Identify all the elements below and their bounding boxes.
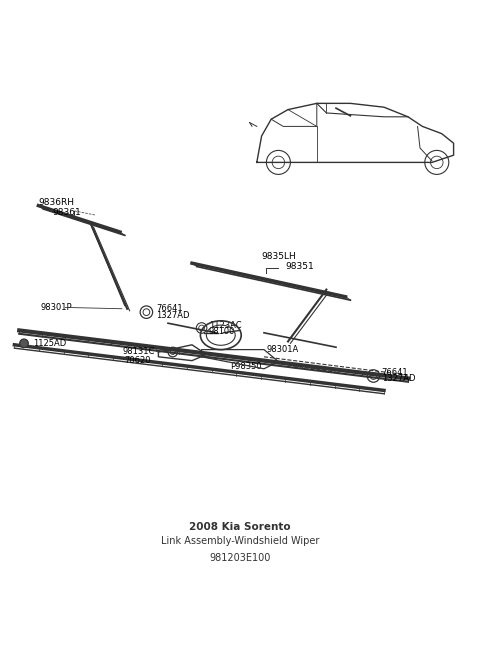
Text: 98301P: 98301P <box>41 303 72 312</box>
Text: 98131C: 98131C <box>122 348 155 356</box>
Text: 1125AD: 1125AD <box>33 339 66 348</box>
Text: 2008 Kia Sorento: 2008 Kia Sorento <box>189 522 291 532</box>
Text: 9835LH: 9835LH <box>262 253 296 262</box>
Text: 70620: 70620 <box>124 356 150 365</box>
Text: 98100: 98100 <box>209 327 235 337</box>
Text: 76641: 76641 <box>156 304 182 314</box>
Text: 1327AD: 1327AD <box>382 375 415 383</box>
Text: 98361: 98361 <box>53 209 82 217</box>
Text: 1327AD: 1327AD <box>156 311 190 320</box>
Text: 981203E100: 981203E100 <box>209 553 271 564</box>
Circle shape <box>20 339 28 348</box>
Text: 98351: 98351 <box>286 262 314 271</box>
Text: 1123AC: 1123AC <box>209 321 241 329</box>
Text: P98350: P98350 <box>230 362 262 371</box>
Text: 9836RH: 9836RH <box>38 197 74 207</box>
Text: Link Assembly-Windshield Wiper: Link Assembly-Windshield Wiper <box>161 537 319 546</box>
Text: 98301A: 98301A <box>266 345 299 354</box>
Text: 76641: 76641 <box>382 367 408 377</box>
